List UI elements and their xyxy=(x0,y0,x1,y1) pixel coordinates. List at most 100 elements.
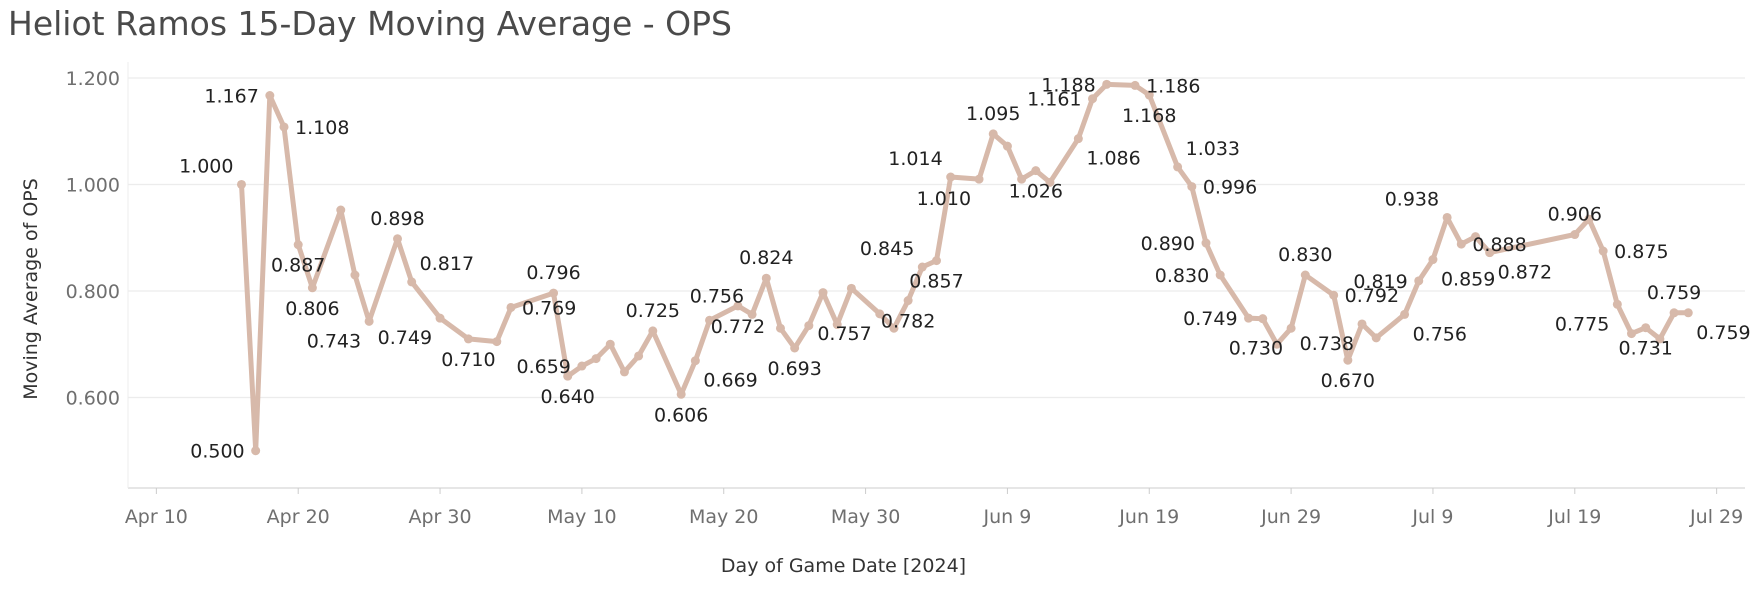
data-point[interactable] xyxy=(393,234,402,244)
data-point[interactable] xyxy=(1173,162,1183,172)
data-point[interactable] xyxy=(265,91,275,101)
data-point[interactable] xyxy=(634,351,644,361)
data-point[interactable] xyxy=(1329,290,1339,300)
data-point[interactable] xyxy=(605,339,615,349)
data-point[interactable] xyxy=(676,389,686,399)
data-point[interactable] xyxy=(1485,248,1495,258)
data-point[interactable] xyxy=(1215,270,1225,280)
data-point[interactable] xyxy=(1683,308,1693,318)
data-point[interactable] xyxy=(1400,309,1410,319)
data-point[interactable] xyxy=(1357,319,1367,329)
data-point[interactable] xyxy=(832,320,842,330)
data-point[interactable] xyxy=(775,323,785,333)
data-label: 0.500 xyxy=(190,441,244,463)
data-point[interactable] xyxy=(1428,255,1438,265)
data-point[interactable] xyxy=(1201,238,1211,248)
data-point[interactable] xyxy=(435,313,445,323)
data-point[interactable] xyxy=(932,256,941,266)
data-point[interactable] xyxy=(733,301,743,311)
data-point[interactable] xyxy=(1598,246,1608,256)
data-point[interactable] xyxy=(818,288,828,298)
data-point[interactable] xyxy=(1045,177,1055,187)
data-labels: 1.000 0.500 1.167 1.108 0.887 0.806 0.743 0.898… xyxy=(179,74,1751,462)
x-tick-label: Jul 19 xyxy=(1547,506,1601,528)
data-point[interactable] xyxy=(1017,174,1027,184)
x-tick-label: May 20 xyxy=(689,506,759,528)
data-point[interactable] xyxy=(705,315,715,325)
data-point[interactable] xyxy=(917,262,927,272)
data-label: 0.749 xyxy=(378,327,432,349)
data-point[interactable] xyxy=(1570,230,1580,240)
data-point[interactable] xyxy=(1655,334,1665,344)
data-point[interactable] xyxy=(761,273,771,283)
y-axis-title: Moving Average of OPS xyxy=(20,178,42,400)
data-point[interactable] xyxy=(790,343,800,353)
data-label: 0.872 xyxy=(1498,262,1552,284)
data-point[interactable] xyxy=(1088,94,1098,104)
data-point[interactable] xyxy=(1612,299,1622,309)
data-point[interactable] xyxy=(1073,134,1083,144)
data-point[interactable] xyxy=(1300,270,1310,280)
data-label: 1.095 xyxy=(966,103,1020,125)
data-point[interactable] xyxy=(1442,212,1452,222)
data-point[interactable] xyxy=(279,122,289,132)
data-label: 0.759 xyxy=(1647,282,1701,304)
data-point[interactable] xyxy=(1371,333,1381,343)
data-point[interactable] xyxy=(1584,214,1594,224)
data-label: 0.775 xyxy=(1555,313,1609,335)
data-point[interactable] xyxy=(350,270,360,280)
data-point[interactable] xyxy=(407,277,417,287)
data-point[interactable] xyxy=(591,354,601,364)
data-point[interactable] xyxy=(463,334,473,344)
data-point[interactable] xyxy=(1244,313,1254,323)
data-point[interactable] xyxy=(1414,276,1424,286)
data-point[interactable] xyxy=(293,240,303,250)
data-point[interactable] xyxy=(1641,323,1651,333)
gridlines xyxy=(128,77,1745,399)
data-point[interactable] xyxy=(619,367,629,377)
data-point[interactable] xyxy=(563,371,573,381)
data-point[interactable] xyxy=(1343,355,1353,365)
data-point[interactable] xyxy=(1286,323,1296,333)
data-point[interactable] xyxy=(1187,182,1197,192)
data-point[interactable] xyxy=(903,296,913,306)
data-point[interactable] xyxy=(549,288,559,298)
data-point[interactable] xyxy=(988,129,998,139)
data-point[interactable] xyxy=(974,174,984,184)
data-point[interactable] xyxy=(747,309,757,319)
data-point[interactable] xyxy=(307,283,317,293)
data-label: 0.817 xyxy=(420,253,474,275)
data-point[interactable] xyxy=(1627,329,1637,339)
data-point[interactable] xyxy=(1144,90,1154,100)
data-point[interactable] xyxy=(1456,239,1466,249)
data-point[interactable] xyxy=(889,323,899,333)
data-point[interactable] xyxy=(1471,232,1480,242)
data-label: 0.819 xyxy=(1353,271,1407,293)
data-point[interactable] xyxy=(251,446,261,456)
data-point[interactable] xyxy=(1272,339,1282,349)
data-point[interactable] xyxy=(846,283,856,293)
data-point[interactable] xyxy=(690,356,700,366)
data-point[interactable] xyxy=(492,337,502,347)
data-point[interactable] xyxy=(875,309,885,319)
data-point[interactable] xyxy=(648,326,658,336)
x-axis-title: Day of Game Date [2024] xyxy=(721,555,966,577)
data-point[interactable] xyxy=(1102,79,1112,89)
data-point[interactable] xyxy=(804,321,814,331)
data-point[interactable] xyxy=(1669,308,1679,318)
data-point[interactable] xyxy=(1258,314,1268,324)
data-point[interactable] xyxy=(1130,80,1140,90)
data-label: 0.738 xyxy=(1300,333,1354,355)
data-point[interactable] xyxy=(1031,166,1041,176)
data-point[interactable] xyxy=(236,179,246,189)
data-point[interactable] xyxy=(364,316,374,326)
data-label: 1.010 xyxy=(917,188,971,210)
data-point[interactable] xyxy=(946,172,956,182)
data-point[interactable] xyxy=(336,205,346,215)
data-label: 1.186 xyxy=(1146,75,1200,97)
data-label: 1.188 xyxy=(1041,74,1095,96)
data-point[interactable] xyxy=(506,302,516,312)
data-label: 0.857 xyxy=(909,271,963,293)
data-point[interactable] xyxy=(1002,141,1012,151)
data-point[interactable] xyxy=(577,361,587,371)
